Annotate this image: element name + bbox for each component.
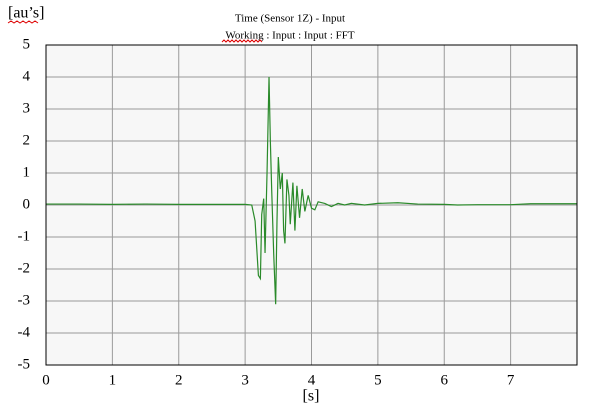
spell-underline	[7, 20, 39, 24]
x-tick-label: 0	[42, 372, 50, 388]
y-axis-label: [au’s]	[8, 5, 44, 22]
x-tick-label: 2	[175, 372, 183, 388]
y-tick-label: 0	[23, 196, 31, 212]
y-tick-label: -5	[18, 356, 31, 372]
y-tick-label: -2	[18, 260, 31, 276]
y-tick-label: 2	[23, 132, 31, 148]
chart-subtitle: Working : Input : Input : FFT	[225, 30, 355, 42]
y-tick-label: -4	[18, 324, 31, 340]
y-tick-label: 1	[23, 164, 31, 180]
x-tick-label: 6	[441, 372, 449, 388]
y-tick-label: 3	[23, 100, 31, 116]
y-tick-label: -3	[18, 292, 31, 308]
spell-underline	[221, 39, 263, 43]
chart-title: Time (Sensor 1Z) - Input	[235, 13, 345, 25]
x-axis-label: [s]	[303, 388, 320, 405]
x-tick-label: 1	[109, 372, 117, 388]
x-tick-label: 4	[308, 372, 316, 388]
series	[46, 76, 577, 305]
y-tick-label: 4	[23, 68, 31, 84]
y-tick-label: 5	[23, 36, 31, 52]
x-tick-label: 7	[507, 372, 515, 388]
plot-border	[45, 44, 578, 366]
x-tick-label: 5	[374, 372, 382, 388]
y-tick-label: -1	[18, 228, 31, 244]
x-tick-label: 3	[241, 372, 249, 388]
data-line	[46, 76, 577, 305]
